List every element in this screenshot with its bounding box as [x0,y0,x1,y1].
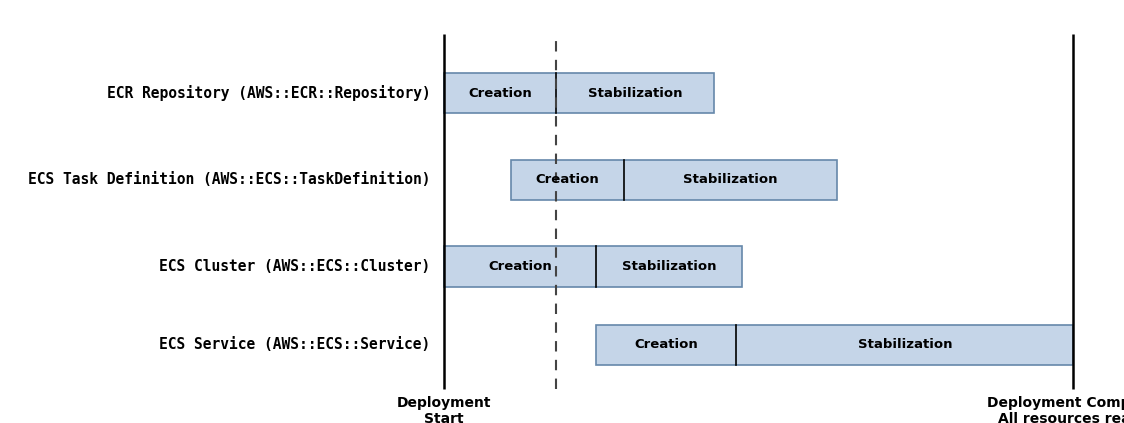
Text: Deployment
Start: Deployment Start [397,396,491,423]
Text: Creation: Creation [469,87,532,99]
Text: ECS Cluster (AWS::ECS::Cluster): ECS Cluster (AWS::ECS::Cluster) [160,259,430,274]
Text: ECS Task Definition (AWS::ECS::TaskDefinition): ECS Task Definition (AWS::ECS::TaskDefin… [28,172,430,187]
Text: Creation: Creation [488,260,552,273]
Text: Stabilization: Stabilization [588,87,682,99]
Text: Creation: Creation [536,173,599,186]
FancyBboxPatch shape [444,246,742,287]
Text: Creation: Creation [634,338,698,351]
Text: ECS Service (AWS::ECS::Service): ECS Service (AWS::ECS::Service) [160,337,430,352]
Text: Deployment Complete
All resources ready: Deployment Complete All resources ready [987,396,1124,423]
Text: Stabilization: Stabilization [622,260,716,273]
Text: Stabilization: Stabilization [858,338,952,351]
FancyBboxPatch shape [596,325,1073,365]
FancyBboxPatch shape [444,73,714,113]
Text: ECR Repository (AWS::ECR::Repository): ECR Repository (AWS::ECR::Repository) [107,85,430,101]
FancyBboxPatch shape [511,160,837,200]
Text: Stabilization: Stabilization [683,173,778,186]
